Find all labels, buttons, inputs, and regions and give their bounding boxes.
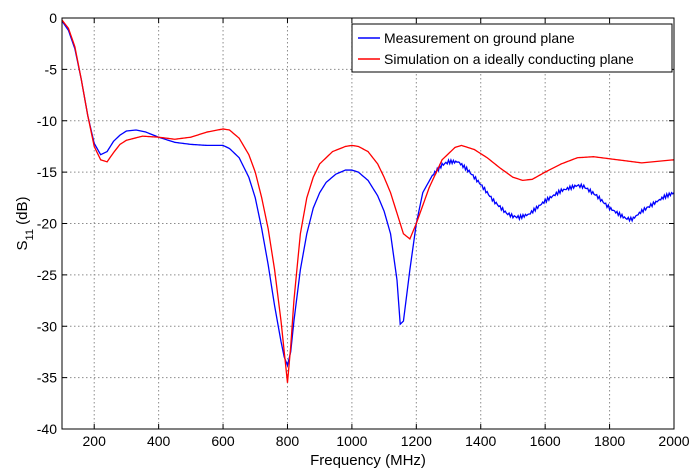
y-axis-label-base: S: [14, 240, 31, 250]
x-tick-label: 2000: [658, 433, 689, 449]
series-line-simulation: [61, 19, 675, 383]
series-line-measurement: [61, 20, 675, 368]
legend-label-measurement: Measurement on ground plane: [384, 30, 575, 46]
x-tick-label: 400: [147, 433, 171, 449]
x-tick-label: 1200: [401, 433, 432, 449]
y-tick-label: -30: [37, 318, 57, 334]
x-axis-ticks: 200 400 600 800 1000 1200 1400 1600 1800 2000: [83, 18, 690, 449]
legend: Measurement on ground plane Simulation o…: [351, 23, 673, 73]
y-axis-ticks: 0 -5 -10 -15 -20 -25 -30 -35 -40: [37, 10, 674, 437]
y-tick-label: -20: [37, 216, 57, 232]
x-axis-label: Frequency (MHz): [310, 452, 426, 469]
legend-label-simulation: Simulation on a ideally conducting plane: [384, 51, 634, 67]
y-axis-label-subscript: 11: [24, 229, 36, 240]
y-tick-label: -35: [37, 370, 57, 386]
x-tick-label: 1600: [530, 433, 561, 449]
y-tick-label: -5: [45, 61, 58, 77]
x-tick-label: 200: [83, 433, 107, 449]
y-tick-label: -15: [37, 164, 57, 180]
y-axis-label: S11 (dB): [14, 197, 36, 251]
grid: [62, 18, 674, 429]
x-tick-label: 1400: [465, 433, 496, 449]
y-axis-label-suffix: (dB): [14, 197, 31, 230]
x-tick-label: 1800: [594, 433, 625, 449]
y-tick-label: -25: [37, 267, 57, 283]
x-tick-label: 1000: [336, 433, 367, 449]
y-tick-label: -40: [37, 421, 57, 437]
x-tick-label: 600: [211, 433, 235, 449]
y-tick-label: 0: [49, 10, 57, 26]
legend-box: [351, 23, 673, 73]
x-tick-label: 800: [276, 433, 300, 449]
series-layer: [61, 19, 675, 383]
y-tick-label: -10: [37, 113, 57, 129]
